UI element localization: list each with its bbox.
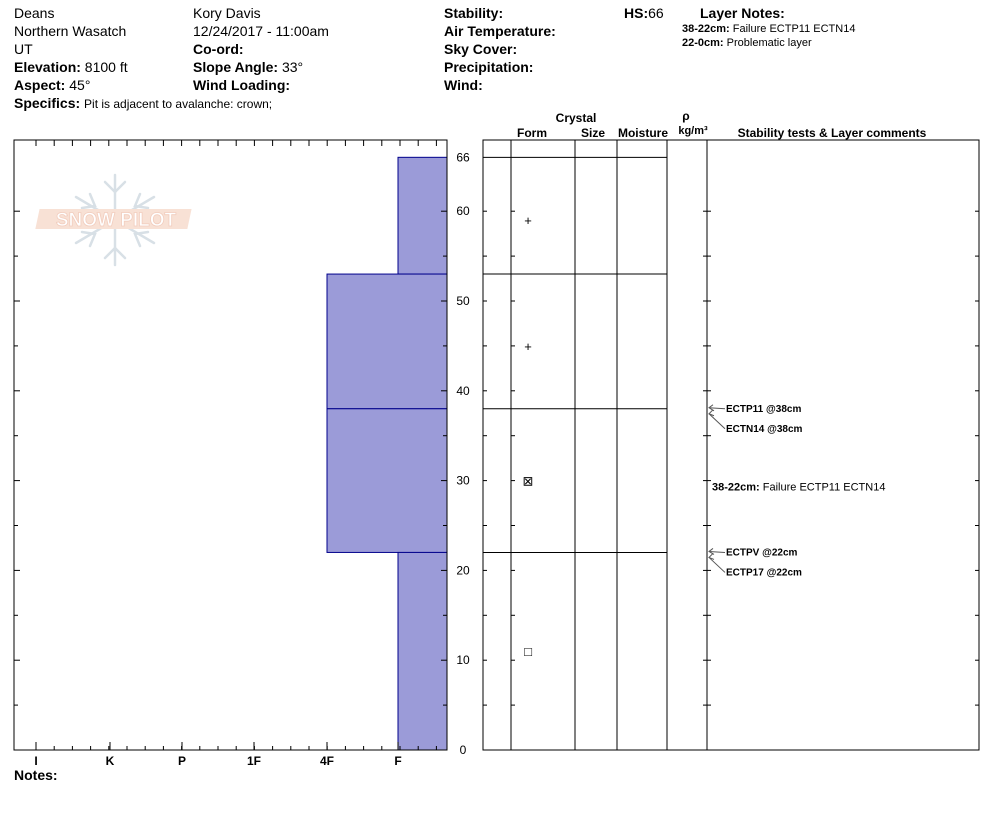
rho-header: ρ — [682, 109, 689, 123]
hs-label: HS: — [624, 5, 649, 21]
slope-value: 33° — [281, 59, 304, 75]
snowpilot-logo: SNOW PILOT — [35, 173, 192, 267]
hardness-tick-label: P — [178, 754, 186, 768]
hs-row: HS:66 — [624, 4, 664, 22]
wind-label: Wind: — [444, 77, 483, 93]
elevation-row: Elevation: 8100 ft — [14, 58, 128, 76]
test-arrow — [708, 557, 726, 573]
layer-note-text: Failure ECTP11 ECTN14 — [732, 23, 856, 35]
elevation-value: 8100 ft — [84, 59, 128, 75]
hardness-tick-label: K — [106, 754, 115, 768]
form-header: Form — [517, 126, 547, 140]
grain-form-symbol: + — [524, 339, 532, 354]
stability-test-label: ECTPV @22cm — [726, 547, 798, 558]
wind-loading-label: Wind Loading: — [193, 77, 291, 93]
test-arrowhead — [708, 409, 715, 417]
hardness-tick-label: 1F — [247, 754, 261, 768]
layer-comment-range: 38-22cm: — [712, 482, 763, 494]
depth-tick-label: 50 — [456, 294, 470, 308]
precip-label: Precipitation: — [444, 59, 534, 75]
stability-comments-header: Stability tests & Layer comments — [738, 126, 927, 140]
sky-cover-label: Sky Cover: — [444, 41, 518, 57]
aspect-label: Aspect: — [14, 77, 66, 93]
aspect-value: 45° — [69, 77, 91, 93]
layer-notes-label: Layer Notes: — [700, 5, 785, 21]
coord-label: Co-ord: — [193, 41, 244, 57]
crystal-header: Crystal — [556, 111, 597, 125]
air-temp-label: Air Temperature: — [444, 23, 556, 39]
specifics-label: Specifics: — [14, 95, 81, 111]
stability-test-label: ECTP11 @38cm — [726, 404, 801, 415]
layer-note-text: Problematic layer — [726, 37, 812, 49]
depth-tick-label: 10 — [456, 653, 470, 667]
hardness-bar-1 — [397, 156, 448, 275]
observer-name: Kory Davis — [193, 5, 261, 21]
depth-tick-label: 30 — [456, 474, 470, 488]
stability-test-label: ECTN14 @38cm — [726, 424, 803, 435]
range-name: Northern Wasatch — [14, 23, 127, 39]
depth-tick-label: 60 — [456, 204, 470, 218]
layer-note-range: 38-22cm: — [682, 23, 730, 35]
elevation-label: Elevation: — [14, 59, 81, 75]
logo-text: SNOW PILOT — [56, 210, 177, 231]
hardness-plot-frame — [13, 139, 448, 751]
layer-note-range: 22-0cm: — [682, 37, 724, 49]
specifics-row: Specifics: Pit is adjacent to avalanche:… — [14, 94, 272, 113]
hardness-tick-label: F — [394, 754, 401, 768]
layer-note-2: 22-0cm: Problematic layer — [682, 36, 812, 50]
grain-form-symbol: ⊠ — [523, 474, 534, 489]
depth-tick-label: 0 — [460, 743, 467, 757]
layer-table-frame — [482, 139, 980, 751]
slope-row: Slope Angle: 33° — [193, 58, 303, 76]
observation-datetime: 12/24/2017 - 11:00am — [193, 23, 329, 39]
layer-note-1: 38-22cm: Failure ECTP11 ECTN14 — [682, 22, 855, 36]
notes-label: Notes: — [14, 767, 58, 783]
hardness-bar-4 — [397, 551, 448, 751]
test-arrow — [708, 550, 726, 553]
hardness-tick-label: 4F — [320, 754, 334, 768]
stability-test-label: ECTP17 @22cm — [726, 567, 802, 578]
size-header: Size — [581, 126, 605, 140]
grain-form-symbol: □ — [524, 644, 532, 659]
hs-value: 66 — [648, 5, 664, 21]
stability-label: Stability: — [444, 5, 504, 21]
depth-tick-label: 20 — [456, 563, 470, 577]
hardness-bar-2 — [326, 273, 448, 410]
state-name: UT — [14, 41, 33, 57]
aspect-row: Aspect: 45° — [14, 76, 90, 94]
layer-comment-text: Failure ECTP11 ECTN14 — [763, 482, 886, 494]
hardness-tick-label: I — [34, 754, 37, 768]
test-arrowhead — [708, 553, 715, 560]
grain-form-symbol: + — [524, 213, 532, 228]
depth-tick-label: 66 — [456, 150, 470, 164]
moisture-header: Moisture — [618, 126, 668, 140]
density-unit-header: kg/m³ — [678, 125, 708, 137]
location-name: Deans — [14, 5, 55, 21]
test-arrow — [708, 407, 726, 410]
layer-comment: 38-22cm: Failure ECTP11 ECTN14 — [712, 482, 885, 494]
hardness-bar-3 — [326, 408, 448, 553]
depth-tick-label: 40 — [456, 384, 470, 398]
specifics-value: Pit is adjacent to avalanche: crown; — [84, 97, 273, 111]
slope-label: Slope Angle: — [193, 59, 279, 75]
test-arrow — [708, 413, 726, 430]
